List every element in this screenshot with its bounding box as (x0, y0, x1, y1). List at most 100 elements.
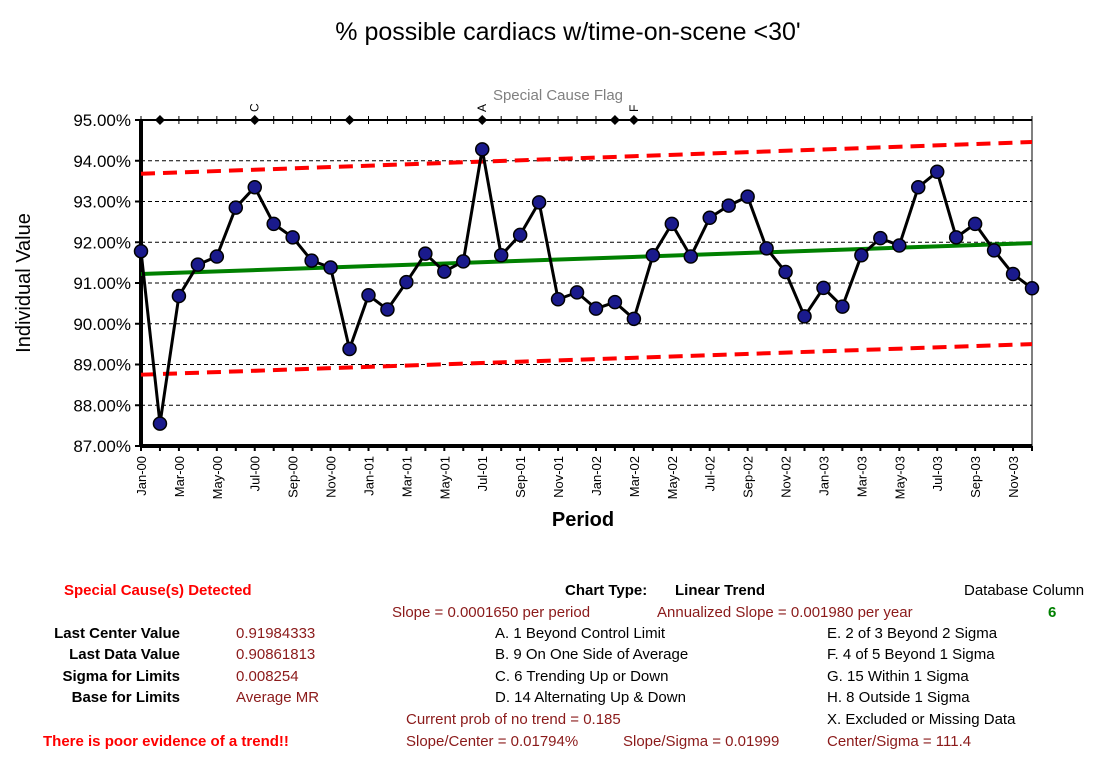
flag-letter: A (475, 104, 489, 112)
data-point (304, 253, 319, 268)
y-tick-label: 89.00% (73, 356, 131, 375)
data-point (626, 311, 642, 327)
x-tick-label: Mar-00 (172, 456, 187, 497)
data-point (399, 274, 414, 290)
special-cause-status: Special Cause(s) Detected (64, 582, 252, 599)
center-trend-line (140, 241, 1033, 277)
x-tick-label: Jan-00 (134, 456, 149, 496)
data-point (266, 216, 281, 232)
data-point (721, 198, 736, 213)
data-point (380, 302, 395, 317)
flag-marker (628, 115, 639, 125)
data-point (190, 257, 206, 272)
annualized-slope-text: Annualized Slope = 0.001980 per year (657, 604, 913, 621)
x-tick-label: Jul-02 (703, 456, 718, 491)
x-axis-label: Period (552, 509, 614, 531)
special-cause-flag-label: Special Cause Flag (493, 87, 623, 104)
x-tick-label: Jan-01 (361, 456, 376, 496)
rule-h: H. 8 Outside 1 Sigma (827, 689, 970, 706)
y-tick-label: 90.00% (73, 315, 131, 334)
rule-a: A. 1 Beyond Control Limit (495, 625, 666, 642)
y-tick-label: 93.00% (73, 193, 131, 212)
database-column-value: 6 (1048, 604, 1057, 621)
sigma-value: 0.008254 (236, 668, 299, 685)
data-point (929, 164, 945, 180)
data-point (209, 249, 225, 264)
data-point (1005, 266, 1021, 282)
data-point (911, 179, 926, 195)
chart-title: % possible cardiacs w/time-on-scene <30' (335, 18, 800, 46)
data-point (702, 210, 717, 226)
chart-type-value: Linear Trend (675, 582, 766, 599)
data-point (361, 287, 376, 303)
database-column-label: Database Column (964, 582, 1085, 599)
flag-marker (477, 115, 488, 125)
data-point (778, 264, 793, 280)
flag-marker (249, 115, 260, 125)
data-point (531, 195, 547, 210)
last-data-value: 0.90861813 (236, 646, 316, 663)
data-point (892, 238, 907, 253)
data-point (247, 179, 262, 195)
data-point (569, 285, 585, 300)
data-point (986, 243, 1002, 258)
data-point (1024, 281, 1040, 296)
x-tick-label: Mar-03 (854, 456, 869, 497)
last-center-label: Last Center Value (54, 625, 180, 642)
data-point (285, 230, 300, 245)
data-point (152, 416, 168, 431)
lower-control-limit (140, 342, 1033, 377)
y-axis-label: Individual Value (13, 213, 35, 353)
data-point (835, 299, 850, 314)
x-tick-label: Jan-03 (816, 456, 831, 496)
x-tick-label: Mar-02 (627, 456, 642, 497)
rule-c: C. 6 Trending Up or Down (495, 668, 669, 685)
flag-letter: C (248, 103, 262, 112)
slope-text: Slope = 0.0001650 per period (392, 604, 591, 621)
y-tick-label: 92.00% (73, 233, 131, 252)
control-chart: % possible cardiacs w/time-on-scene <30'… (13, 18, 1040, 531)
data-point (493, 248, 509, 263)
data-point (418, 246, 433, 261)
flag-marker (609, 115, 620, 125)
data-point (967, 216, 983, 232)
sigma-label: Sigma for Limits (62, 668, 180, 685)
y-tick-label: 94.00% (73, 152, 131, 171)
data-point (816, 280, 831, 296)
data-point (588, 301, 604, 316)
data-point (873, 230, 888, 246)
x-tick-label: Nov-00 (324, 456, 339, 498)
x-tick-label: Sep-01 (513, 456, 528, 498)
data-point (474, 142, 490, 157)
chart-type-label: Chart Type: (565, 582, 648, 599)
x-tick-label: May-03 (892, 456, 907, 499)
rule-d: D. 14 Alternating Up & Down (495, 689, 686, 706)
rule-b: B. 9 On One Side of Average (495, 646, 689, 663)
data-point (759, 241, 774, 256)
center-sigma: Center/Sigma = 111.4 (827, 733, 972, 750)
last-data-label: Last Data Value (69, 646, 180, 663)
data-point (854, 248, 869, 263)
data-point (512, 227, 528, 243)
x-tick-label: Jul-03 (930, 456, 945, 491)
trend-evidence: There is poor evidence of a trend!! (43, 733, 289, 750)
x-tick-label: Sep-03 (968, 456, 983, 498)
rule-g: G. 15 Within 1 Sigma (827, 668, 969, 685)
data-point (664, 216, 680, 232)
x-tick-label: Mar-01 (399, 456, 414, 497)
flag-letter: F (627, 105, 641, 112)
rule-e: E. 2 of 3 Beyond 2 Sigma (827, 625, 998, 642)
x-tick-label: May-02 (665, 456, 680, 499)
data-point (323, 260, 338, 275)
data-line (139, 149, 1033, 424)
x-tick-label: May-01 (437, 456, 452, 499)
data-point (133, 243, 149, 259)
slope-sigma: Slope/Sigma = 0.01999 (623, 733, 780, 750)
x-tick-label: Sep-00 (286, 456, 301, 498)
rule-x: X. Excluded or Missing Data (827, 711, 1016, 728)
y-tick-label: 87.00% (73, 437, 131, 456)
flag-marker (344, 115, 355, 125)
data-point (437, 264, 452, 279)
x-tick-label: Nov-03 (1006, 456, 1021, 498)
base-label: Base for Limits (71, 689, 180, 706)
